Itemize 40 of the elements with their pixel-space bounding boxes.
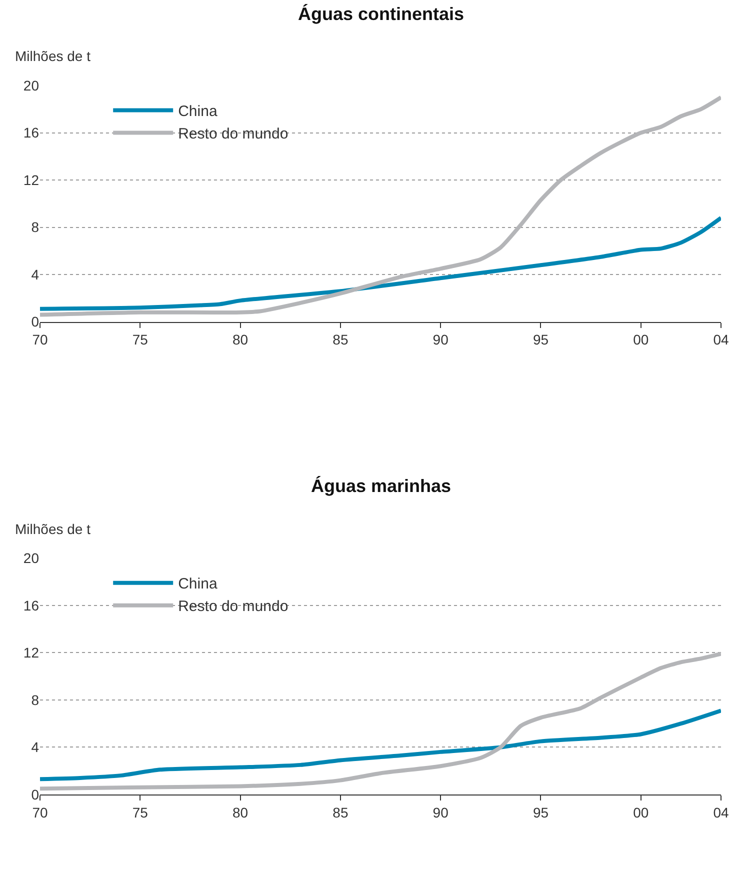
line-series [40, 216, 721, 311]
x-tick-label: 90 [432, 804, 449, 820]
y-tick-label: 4 [31, 739, 40, 756]
chart-title: Águas continentais [298, 4, 464, 24]
y-tick-label: 12 [23, 644, 40, 661]
line-series [40, 652, 721, 791]
y-tick-label: 12 [23, 172, 40, 188]
y-tick-label: 0 [31, 786, 40, 802]
x-tick-label: 75 [132, 332, 148, 348]
y-tick-label: 4 [31, 266, 40, 282]
x-tick-label: 80 [232, 332, 248, 348]
y-tick-label: 8 [31, 692, 40, 708]
x-tick-label: 75 [132, 804, 148, 820]
x-tick-label: 70 [32, 332, 48, 348]
x-tick-label: 04 [713, 804, 729, 820]
y-tick-label: 8 [31, 219, 40, 236]
x-tick-label: 80 [232, 804, 248, 820]
line-series [40, 708, 721, 782]
legend-label: China [178, 103, 218, 120]
y-axis-title: Milhões de t [15, 48, 91, 64]
x-tick-label: 95 [532, 332, 549, 348]
x-tick-label: 04 [713, 332, 729, 348]
x-tick-label: 00 [633, 332, 649, 348]
y-tick-label: 16 [23, 124, 40, 141]
y-tick-label: 20 [23, 550, 40, 566]
y-tick-label: 0 [31, 314, 40, 330]
x-tick-label: 95 [532, 804, 549, 820]
x-tick-label: 90 [432, 332, 449, 348]
y-axis-title: Milhões de t [15, 521, 91, 537]
line-series [40, 95, 721, 317]
x-tick-label: 85 [332, 332, 348, 348]
chart-title: Águas marinhas [311, 476, 452, 496]
y-tick-label: 20 [23, 77, 40, 94]
y-tick-label: 16 [23, 597, 40, 614]
legend-label: China [178, 576, 218, 593]
legend-label: Resto do mundo [178, 126, 288, 143]
legend-label: Resto do mundo [178, 598, 288, 616]
x-tick-label: 85 [332, 804, 348, 820]
x-tick-label: 70 [32, 804, 48, 820]
x-tick-label: 00 [633, 804, 649, 820]
